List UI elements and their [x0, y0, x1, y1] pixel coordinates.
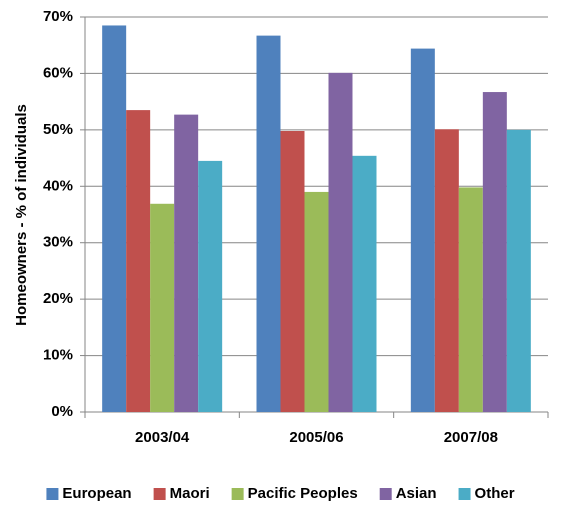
y-tick-label: 60% [43, 64, 73, 81]
x-tick-label: 2003/04 [135, 429, 190, 446]
y-tick-label: 70% [43, 8, 73, 25]
bar [304, 191, 329, 412]
x-tick-label: 2007/08 [444, 429, 498, 446]
legend-label: Asian [396, 485, 437, 502]
legend-swatch [231, 488, 244, 500]
legend-label: Pacific Peoples [248, 485, 358, 502]
y-tick-label: 50% [43, 121, 73, 138]
x-tick-label: 2005/06 [289, 429, 343, 446]
legend-label: Other [475, 485, 515, 502]
bar [102, 25, 127, 412]
legend-label: Maori [170, 485, 210, 502]
bar [434, 129, 459, 413]
bar [410, 48, 435, 412]
bar [328, 72, 353, 412]
legend-swatch [46, 488, 59, 500]
y-tick-label: 20% [43, 290, 73, 307]
bar [458, 187, 483, 412]
bar [150, 203, 175, 412]
y-tick-label: 10% [43, 347, 73, 364]
y-axis-title: Homeowners - % of individuals [13, 104, 30, 326]
y-tick-label: 0% [51, 403, 73, 420]
bar [352, 155, 377, 413]
bar [126, 110, 151, 412]
bar [174, 114, 199, 412]
legend-swatch [153, 488, 166, 500]
bar [482, 92, 507, 413]
bar [506, 129, 531, 412]
bar [198, 160, 223, 412]
y-tick-label: 40% [43, 177, 73, 194]
legend-label: European [62, 485, 131, 502]
legend-swatch [458, 488, 471, 500]
y-tick-label: 30% [43, 234, 73, 251]
bar [256, 35, 281, 412]
legend-swatch [379, 488, 392, 500]
bar [280, 130, 305, 412]
